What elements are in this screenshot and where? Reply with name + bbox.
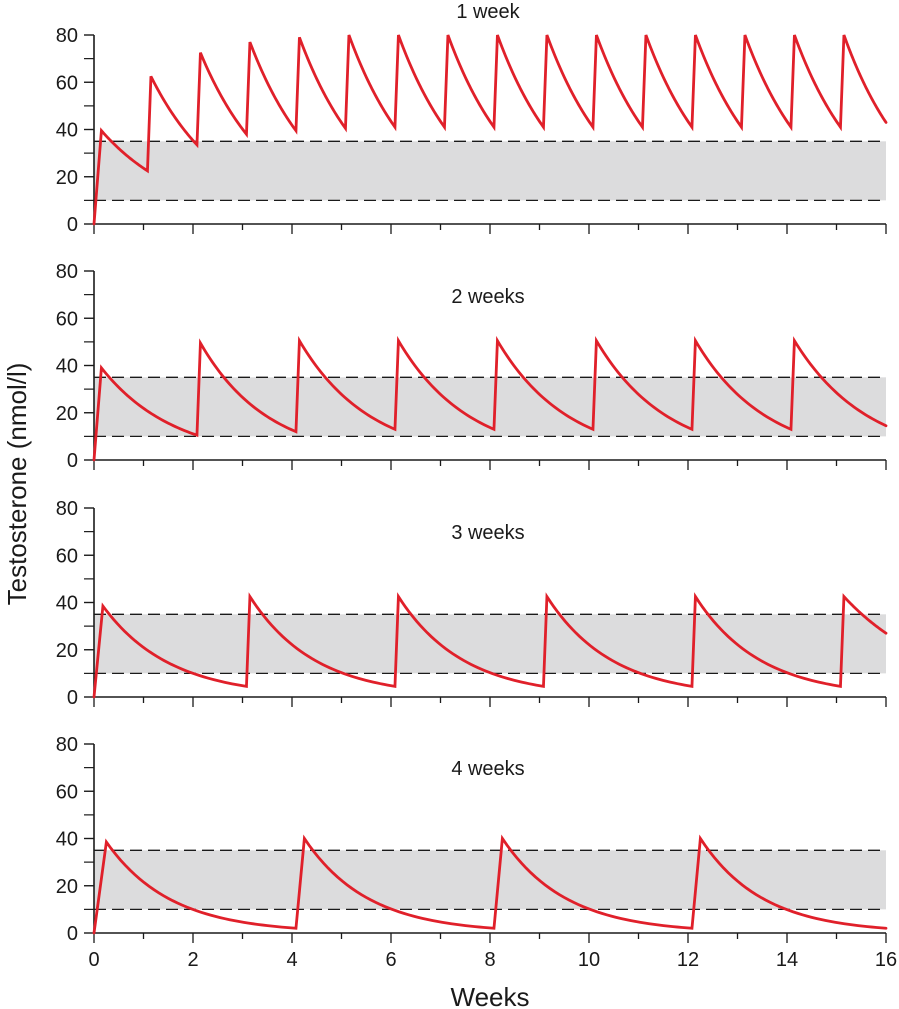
reference-band [94,850,886,910]
y-tick-label: 80 [56,498,78,520]
x-tick-label: 0 [88,949,99,971]
y-tick-label: 60 [56,545,78,567]
x-tick-label: 8 [484,949,495,971]
x-tick-label: 10 [578,949,600,971]
testosterone-curve [92,335,888,462]
y-tick-label: 20 [56,403,78,425]
panel-title: 1 week [456,1,520,23]
x-tick-label: 6 [385,949,396,971]
panel-title: 2 weeks [451,286,524,308]
testosterone-curve [92,34,888,226]
y-tick-label: 40 [56,356,78,378]
testosterone-curve [92,834,888,935]
panel-title: 3 weeks [451,522,524,544]
reference-band [94,141,886,201]
y-tick-label: 60 [56,781,78,803]
panel-3: 0 20 40 60 80 3 weeks [56,498,888,709]
x-tick-label: 12 [677,949,699,971]
panel-4: 0 20 40 60 80 0 2 4 6 8 10 12 14 16 4 weeks [56,734,897,971]
x-tick-label: 2 [187,949,198,971]
testosterone-curve [92,592,888,699]
y-tick-label: 0 [67,923,78,945]
y-tick-label: 20 [56,640,78,662]
y-tick-label: 60 [56,72,78,94]
y-axis-title: Testosterone (nmol/l) [2,363,32,606]
y-tick-label: 80 [56,25,78,47]
x-axis-title: Weeks [451,982,530,1009]
y-tick-label: 40 [56,120,78,142]
panel-title: 4 weeks [451,758,524,780]
y-tick-label: 80 [56,261,78,283]
x-tick-label: 14 [776,949,798,971]
y-tick-label: 80 [56,734,78,756]
panel-1: 0 20 40 60 80 1 week [56,1,888,236]
reference-band [94,614,886,674]
y-tick-label: 40 [56,593,78,615]
y-tick-label: 20 [56,876,78,898]
y-tick-label: 60 [56,308,78,330]
y-tick-label: 0 [67,687,78,709]
y-tick-label: 40 [56,829,78,851]
x-tick-label: 16 [875,949,897,971]
y-tick-label: 0 [67,450,78,472]
y-tick-label: 0 [67,214,78,236]
x-tick-label: 4 [286,949,297,971]
panel-2: 0 20 40 60 80 2 weeks [56,261,888,472]
y-tick-label: 20 [56,167,78,189]
